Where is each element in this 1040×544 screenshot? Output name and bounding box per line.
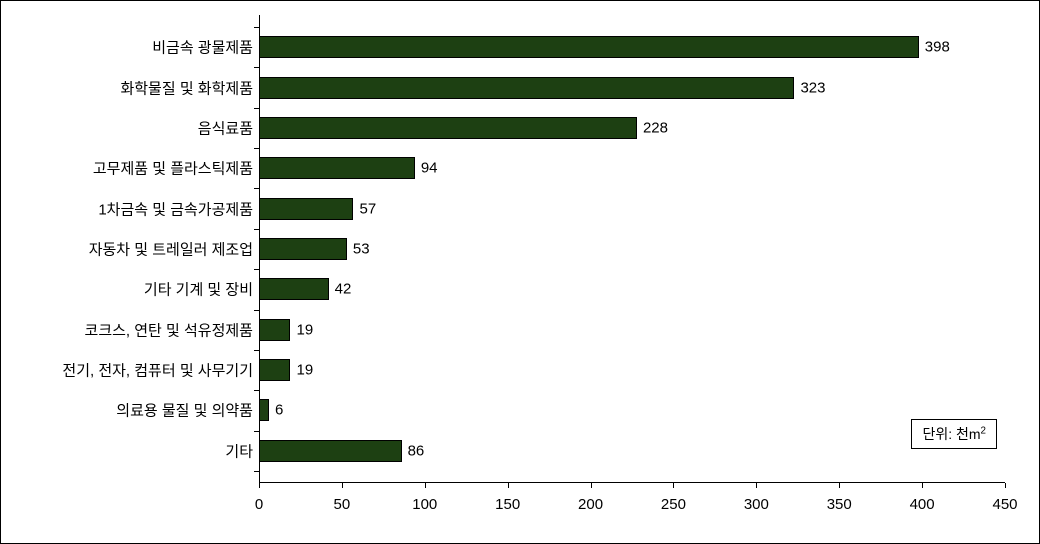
y-axis-category-label: 음식료품: [198, 117, 253, 138]
y-axis-category-label: 비금속 광물제품: [152, 37, 253, 58]
x-axis-tick: [425, 483, 426, 488]
x-axis-tick-label: 350: [827, 496, 852, 513]
x-axis-tick: [259, 483, 260, 488]
y-axis-tick: [254, 188, 259, 189]
bar-value-label: 19: [296, 321, 313, 338]
x-axis-tick: [1005, 483, 1006, 488]
bar: [259, 238, 347, 260]
x-axis-tick-label: 0: [255, 496, 263, 513]
unit-label-exp: 2: [981, 425, 986, 436]
y-axis-tick: [254, 229, 259, 230]
bar-value-label: 53: [353, 241, 370, 258]
plot-area: 0501001502002503003504004503983232289457…: [259, 15, 1005, 483]
x-axis-tick: [756, 483, 757, 488]
bar: [259, 117, 637, 139]
bar: [259, 319, 290, 341]
y-axis-tick: [254, 148, 259, 149]
y-axis-category-label: 코크스, 연탄 및 석유정제품: [85, 319, 253, 340]
bar-value-label: 323: [800, 79, 825, 96]
chart-frame: 비금속 광물제품화학물질 및 화학제품음식료품고무제품 및 플라스틱제품 1차금속…: [0, 0, 1040, 544]
y-axis-category-label: 고무제품 및 플라스틱제품: [93, 158, 253, 179]
x-axis-tick-label: 450: [992, 496, 1017, 513]
y-axis-category-label: 자동차 및 트레일러 제조업: [89, 239, 253, 260]
y-axis-category-label: 기타 기계 및 장비: [144, 279, 253, 300]
y-axis-tick: [254, 471, 259, 472]
bar: [259, 77, 794, 99]
bar-value-label: 228: [643, 119, 668, 136]
bar-value-label: 42: [335, 281, 352, 298]
unit-label-box: 단위: 천m2: [911, 419, 997, 449]
x-axis-tick: [591, 483, 592, 488]
y-axis-tick: [254, 350, 259, 351]
bar-value-label: 398: [925, 39, 950, 56]
bar: [259, 440, 402, 462]
chart-inner: 비금속 광물제품화학물질 및 화학제품음식료품고무제품 및 플라스틱제품 1차금속…: [15, 15, 1025, 529]
y-axis-tick: [254, 269, 259, 270]
y-axis-tick: [254, 67, 259, 68]
bar: [259, 36, 919, 58]
x-axis-tick: [342, 483, 343, 488]
bar-value-label: 94: [421, 160, 438, 177]
y-axis-labels: 비금속 광물제품화학물질 및 화학제품음식료품고무제품 및 플라스틱제품 1차금속…: [15, 15, 253, 483]
unit-label-text: 단위: 천m: [922, 426, 980, 442]
y-axis-category-label: 1차금속 및 금속가공제품: [98, 198, 253, 219]
bar: [259, 278, 329, 300]
y-axis-category-label: 의료용 물질 및 의약품: [116, 400, 253, 421]
bar: [259, 399, 269, 421]
x-axis-tick-label: 400: [910, 496, 935, 513]
y-axis-tick: [254, 310, 259, 311]
x-axis-tick-label: 50: [334, 496, 351, 513]
bar-value-label: 19: [296, 362, 313, 379]
y-axis-category-label: 기타: [225, 440, 253, 461]
bar: [259, 157, 415, 179]
x-axis-line: [259, 482, 1005, 483]
y-axis-category-label: 화학물질 및 화학제품: [120, 77, 253, 98]
x-axis-tick-label: 300: [744, 496, 769, 513]
bar: [259, 198, 353, 220]
x-axis-tick: [508, 483, 509, 488]
x-axis-tick-label: 250: [661, 496, 686, 513]
x-axis-tick-label: 200: [578, 496, 603, 513]
x-axis-tick: [839, 483, 840, 488]
x-axis-tick: [673, 483, 674, 488]
bar-value-label: 86: [408, 442, 425, 459]
y-axis-tick: [254, 108, 259, 109]
x-axis-tick-label: 100: [412, 496, 437, 513]
bar-value-label: 57: [359, 200, 376, 217]
bar: [259, 359, 290, 381]
y-axis-tick: [254, 390, 259, 391]
x-axis-tick: [922, 483, 923, 488]
x-axis-tick-label: 150: [495, 496, 520, 513]
y-axis-tick: [254, 431, 259, 432]
y-axis-tick: [254, 27, 259, 28]
y-axis-category-label: 전기, 전자, 컴퓨터 및 사무기기: [62, 360, 253, 381]
bar-value-label: 6: [275, 402, 283, 419]
